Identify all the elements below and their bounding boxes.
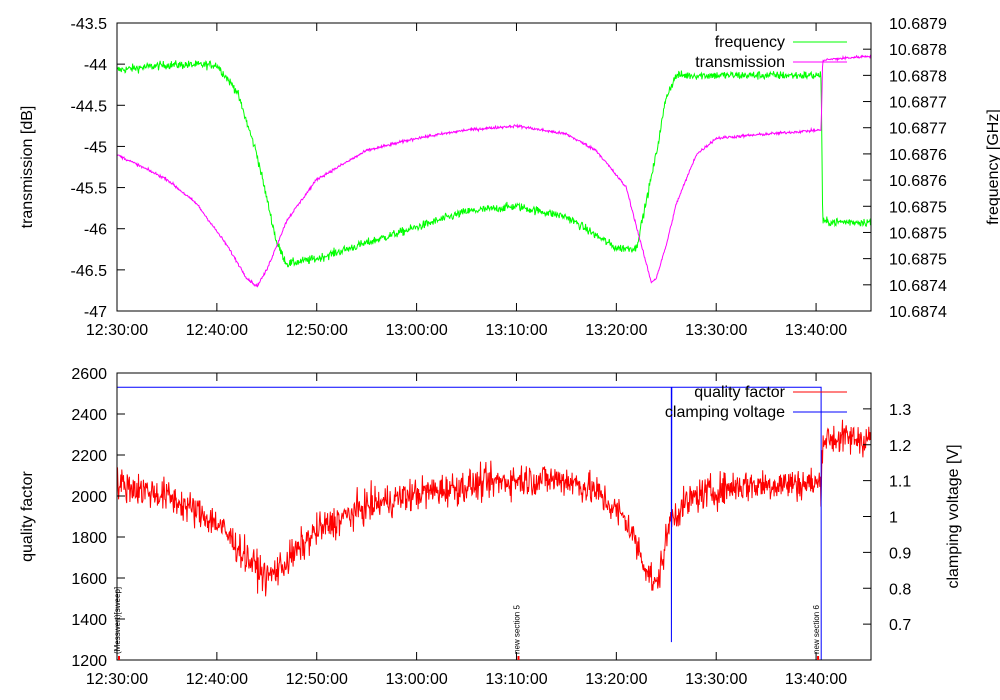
- y-tick-label: -46.5: [71, 263, 108, 280]
- x-tick-label: 13:30:00: [685, 322, 747, 339]
- y2-tick-label: 0.9: [889, 545, 911, 562]
- y-tick-label: 2600: [71, 366, 107, 383]
- x-tick-label: 13:00:00: [385, 322, 447, 339]
- y2-tick-label: 1.1: [889, 474, 911, 491]
- x-tick-label: 12:40:00: [186, 322, 248, 339]
- series-line-transmission: [117, 54, 871, 288]
- y2-tick-label: 10.6877: [889, 121, 947, 138]
- x-tick-label: 13:20:00: [585, 322, 647, 339]
- y2-tick-label: 1: [889, 510, 898, 527]
- y-axis-label: transmission [dB]: [19, 106, 36, 229]
- legend-label: frequency: [715, 34, 785, 51]
- bottom-chart-panel: 12:30:00 12:40:00 12:50:00 13:00:00 13:10:00…: [19, 366, 962, 688]
- y2-tick-label: 1.3: [889, 402, 911, 419]
- x-tick-label: 13:00:00: [385, 671, 447, 688]
- y-tick-label: -44: [84, 57, 107, 74]
- y2-tick-label: 0.8: [889, 581, 911, 598]
- y-tick-label: 1400: [71, 612, 107, 629]
- x-tick-label: 13:10:00: [485, 671, 547, 688]
- y-tick-label: 1200: [71, 653, 107, 670]
- y2-tick-label: 10.6878: [889, 42, 947, 59]
- legend-label: clamping voltage: [665, 404, 785, 421]
- annotation-label: (Messwert)[sweep]: [113, 587, 122, 654]
- x-tick-label: 13:30:00: [685, 671, 747, 688]
- y-tick-label: 1600: [71, 571, 107, 588]
- annotation-label: new section 6: [812, 605, 821, 654]
- x-tick-label: 13:40:00: [785, 671, 847, 688]
- annotation-label: new section 5: [512, 605, 521, 654]
- y-tick-label: 1800: [71, 530, 107, 547]
- y2-tick-label: 10.6875: [889, 199, 947, 216]
- y-tick-label: -46: [84, 222, 107, 239]
- y-tick-label: -43.5: [71, 16, 108, 33]
- top-chart-panel: 12:30:00 12:40:00 12:50:00 13:00:00 13:10:00…: [19, 16, 1000, 339]
- x-tick-label: 13:40:00: [785, 322, 847, 339]
- y2-tick-label: 1.2: [889, 438, 911, 455]
- y-tick-label: -47: [84, 304, 107, 321]
- y-tick-label: 2000: [71, 489, 107, 506]
- x-tick-label: 12:30:00: [86, 671, 148, 688]
- x-tick-label: 13:10:00: [485, 322, 547, 339]
- x-tick-label: 13:20:00: [585, 671, 647, 688]
- y-tick-label: -45.5: [71, 181, 108, 198]
- y2-axis-label: clamping voltage [V]: [945, 444, 962, 588]
- y2-tick-label: 10.6875: [889, 225, 947, 242]
- y-tick-label: 2400: [71, 407, 107, 424]
- y-tick-label: -45: [84, 139, 107, 156]
- y2-tick-label: 10.6879: [889, 16, 947, 33]
- series-line-clamping-voltage: [117, 386, 822, 660]
- y2-tick-label: 10.6878: [889, 68, 947, 85]
- legend-label: transmission: [695, 54, 785, 71]
- x-tick-label: 12:30:00: [86, 322, 148, 339]
- series-line-frequency: [117, 60, 871, 268]
- y2-tick-label: 10.6876: [889, 147, 947, 164]
- y-tick-label: 2200: [71, 448, 107, 465]
- y2-tick-label: 0.7: [889, 617, 911, 634]
- x-tick-label: 12:50:00: [286, 322, 348, 339]
- series-line-quality-factor: [117, 419, 871, 597]
- y2-axis-label: frequency [GHz]: [985, 109, 1000, 225]
- legend-label: quality factor: [694, 384, 785, 401]
- y-axis-label: quality factor: [19, 470, 36, 561]
- x-tick-label: 12:50:00: [286, 671, 348, 688]
- y2-tick-label: 10.6877: [889, 95, 947, 112]
- y2-tick-label: 10.6875: [889, 252, 947, 269]
- y-tick-label: -44.5: [71, 98, 108, 115]
- plot-frame: [116, 22, 872, 312]
- y2-tick-label: 10.6874: [889, 304, 947, 321]
- y2-tick-label: 10.6876: [889, 173, 947, 190]
- y2-tick-label: 10.6874: [889, 278, 947, 295]
- x-tick-label: 12:40:00: [186, 671, 248, 688]
